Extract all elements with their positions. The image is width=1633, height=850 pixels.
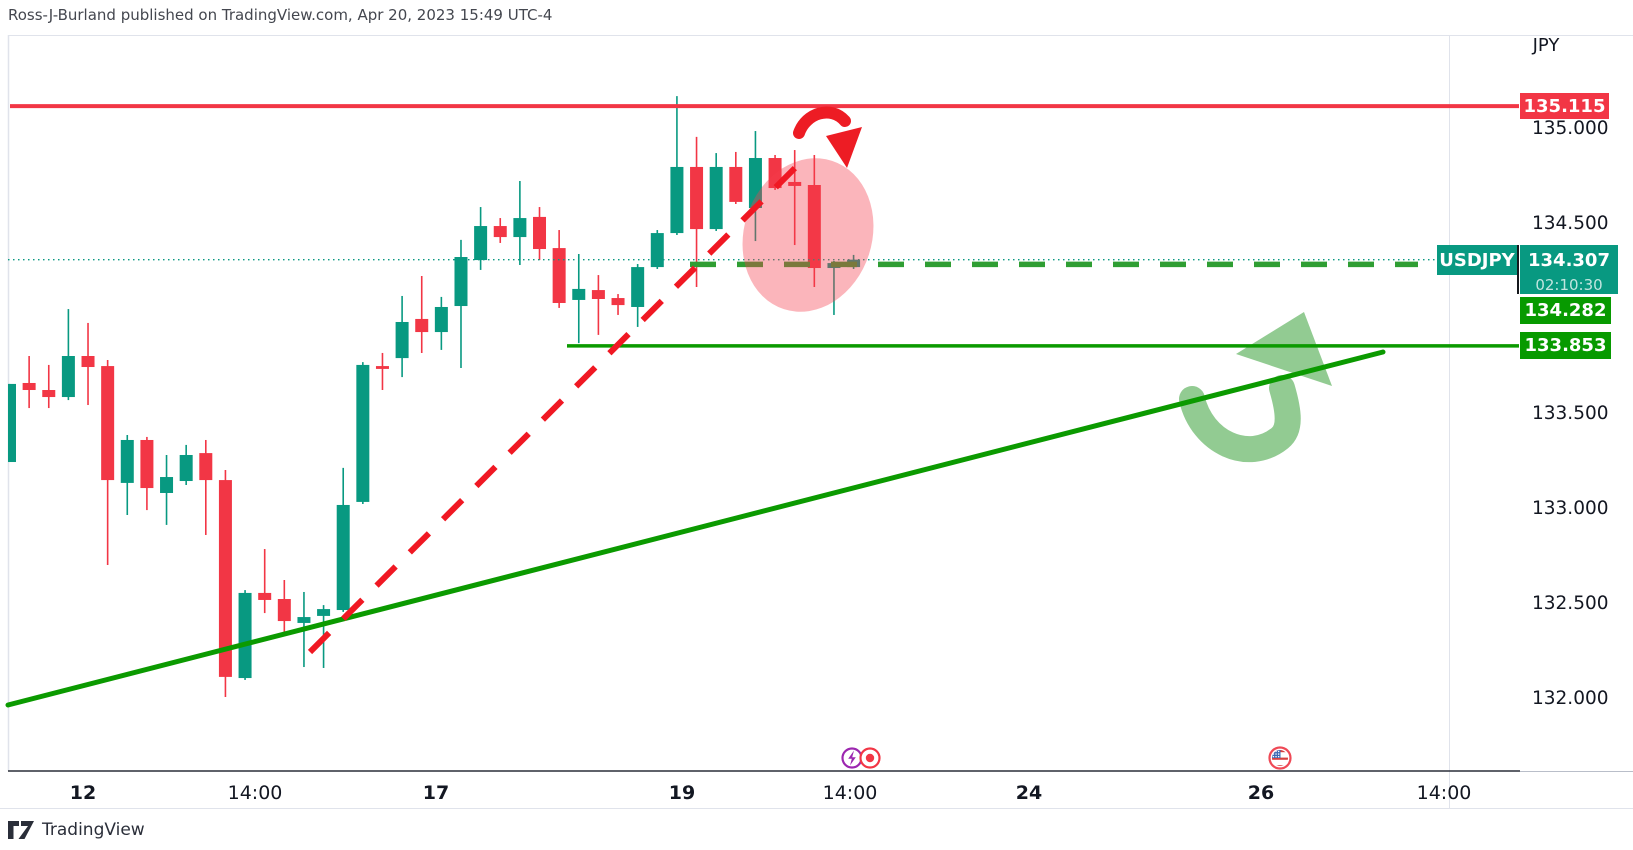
candle: [101, 359, 115, 565]
candle: [729, 151, 743, 204]
candle: [748, 131, 762, 242]
candle: [42, 364, 56, 409]
record-event-icon[interactable]: [859, 747, 881, 769]
candle: [788, 150, 802, 246]
candle: [474, 207, 488, 270]
candle: [218, 470, 232, 698]
candle: [434, 296, 448, 350]
us-flag-glyph: [1272, 750, 1288, 766]
candle: [179, 444, 193, 486]
candle: [709, 153, 723, 231]
candle: [513, 181, 527, 265]
lightning-event-icon[interactable]: [841, 747, 863, 769]
breakdown-ellipse[interactable]: [723, 141, 893, 329]
candle: [631, 264, 645, 327]
candle: [238, 590, 252, 680]
candle: [336, 467, 350, 612]
candle: [199, 439, 213, 535]
red-curved-arrow[interactable]: [793, 106, 862, 168]
candle: [81, 322, 95, 406]
candle: [258, 549, 272, 614]
candle: [670, 96, 684, 235]
candle: [807, 154, 821, 288]
candle: [140, 436, 154, 511]
candle: [552, 230, 566, 308]
candle: [375, 352, 389, 391]
candle: [120, 435, 134, 516]
candles: [8, 96, 861, 698]
time-axis-event-icons: [841, 746, 1292, 770]
candle: [277, 580, 291, 635]
candle: [611, 294, 625, 315]
red-dashed-trendline[interactable]: [307, 160, 803, 655]
candle: [572, 253, 586, 344]
candle: [533, 207, 547, 261]
candle: [61, 309, 75, 401]
candle: [454, 239, 468, 368]
candle: [493, 218, 507, 243]
candle: [356, 362, 370, 505]
candle: [160, 454, 174, 525]
green-curved-arrow[interactable]: [1179, 312, 1332, 462]
us-flag-event-icon[interactable]: [1268, 746, 1292, 770]
candle: [650, 230, 664, 269]
candle: [591, 275, 605, 335]
candle: [22, 356, 36, 409]
candle: [415, 276, 429, 353]
candle: [395, 295, 409, 378]
plot-borders: [0, 35, 1633, 809]
candle: [8, 383, 16, 463]
bull-trendline[interactable]: [5, 349, 1386, 708]
